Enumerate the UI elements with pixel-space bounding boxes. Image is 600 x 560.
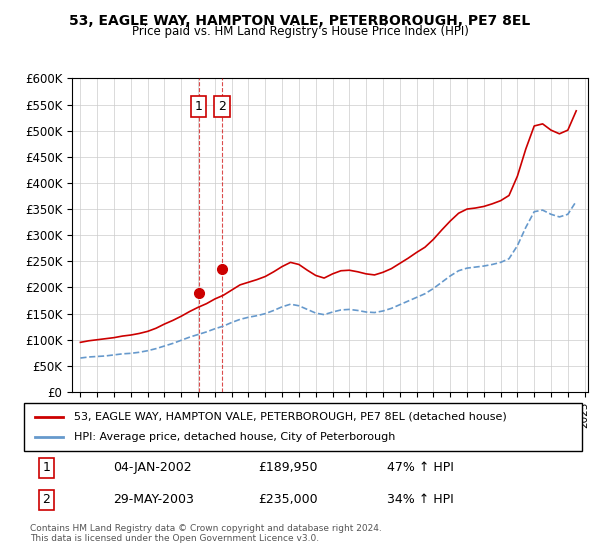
Text: 47% ↑ HPI: 47% ↑ HPI [387, 461, 454, 474]
Text: 29-MAY-2003: 29-MAY-2003 [113, 493, 194, 506]
Text: £189,950: £189,950 [259, 461, 318, 474]
Text: 53, EAGLE WAY, HAMPTON VALE, PETERBOROUGH, PE7 8EL (detached house): 53, EAGLE WAY, HAMPTON VALE, PETERBOROUG… [74, 412, 507, 422]
Text: HPI: Average price, detached house, City of Peterborough: HPI: Average price, detached house, City… [74, 432, 395, 442]
Text: 04-JAN-2002: 04-JAN-2002 [113, 461, 192, 474]
Text: £235,000: £235,000 [259, 493, 318, 506]
FancyBboxPatch shape [24, 403, 582, 451]
Text: 34% ↑ HPI: 34% ↑ HPI [387, 493, 454, 506]
Text: Contains HM Land Registry data © Crown copyright and database right 2024.
This d: Contains HM Land Registry data © Crown c… [30, 524, 382, 543]
Text: 2: 2 [43, 493, 50, 506]
Text: 2: 2 [218, 100, 226, 113]
Text: 1: 1 [194, 100, 203, 113]
Text: 1: 1 [43, 461, 50, 474]
Text: Price paid vs. HM Land Registry's House Price Index (HPI): Price paid vs. HM Land Registry's House … [131, 25, 469, 38]
Text: 53, EAGLE WAY, HAMPTON VALE, PETERBOROUGH, PE7 8EL: 53, EAGLE WAY, HAMPTON VALE, PETERBOROUG… [70, 14, 530, 28]
